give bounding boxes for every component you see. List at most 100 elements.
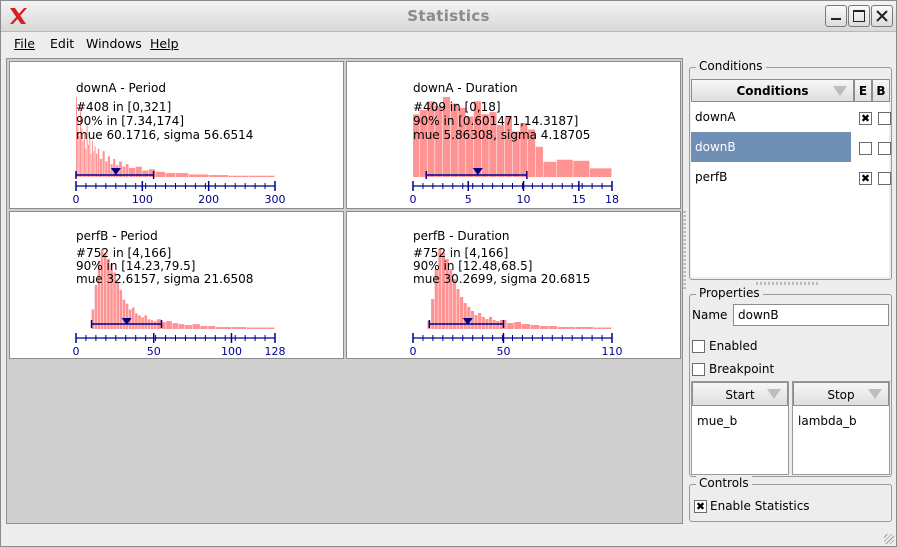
menu-windows[interactable]: Windows	[86, 36, 142, 51]
panel-title: perfB - Period	[76, 229, 158, 243]
histogram-bar	[520, 122, 528, 177]
histogram-chart: 0 5 10 15 18	[410, 97, 619, 206]
condition-row-perfb[interactable]: perfB	[695, 170, 728, 184]
condition-downb-b-checkbox[interactable]	[878, 142, 891, 155]
histogram-bar	[94, 146, 96, 177]
histogram-bar	[188, 174, 209, 177]
stop-column-header[interactable]: Stop	[793, 382, 889, 406]
minimize-button[interactable]	[825, 5, 847, 27]
splitter-handle-horizontal[interactable]	[756, 282, 818, 285]
maximize-icon	[853, 10, 865, 22]
panel-title: downA - Period	[76, 81, 166, 95]
histogram-bar	[97, 260, 101, 329]
window-title: Statistics	[407, 7, 490, 25]
splitter-handle[interactable]	[683, 211, 686, 291]
histogram-panel-downa-duration[interactable]: 0 5 10 15 18 downA - Duration #409 in [0,18]…	[346, 61, 681, 209]
histogram-bar	[113, 272, 116, 329]
histogram-bar	[125, 303, 129, 329]
start-list[interactable]: Start mue_b	[691, 381, 789, 475]
start-column-header[interactable]: Start	[692, 382, 788, 406]
title-bar[interactable]: Statistics	[1, 1, 896, 32]
condition-row-downa[interactable]: downA	[695, 110, 736, 124]
histogram-bar	[97, 148, 100, 177]
histogram-panel-perfb-duration[interactable]: 0 50 110 perfB - Duration #752 in [4,166] …	[346, 211, 681, 359]
histogram-bar	[530, 325, 540, 329]
histogram-bar	[131, 307, 135, 329]
histogram-bar	[504, 116, 512, 177]
histogram-bar	[535, 146, 543, 177]
start-value[interactable]: mue_b	[697, 414, 738, 428]
histogram-bar	[94, 285, 98, 329]
x-tick-label: 0	[410, 193, 417, 206]
condition-perfb-e-checkbox[interactable]: ✖	[859, 172, 872, 185]
condition-row-downb[interactable]: downB	[691, 132, 851, 162]
enable-statistics-checkbox[interactable]: ✖	[694, 500, 707, 513]
histogram-bar	[489, 112, 497, 177]
column-header-b[interactable]: B	[872, 79, 890, 102]
stop-value[interactable]: lambda_b	[798, 414, 857, 428]
histogram-bar	[125, 164, 129, 177]
histogram-bar	[153, 321, 157, 329]
maximize-button[interactable]	[848, 5, 870, 27]
stop-list[interactable]: Stop lambda_b	[792, 381, 890, 475]
histogram-bar	[99, 158, 103, 177]
histogram-bar	[456, 289, 460, 329]
histogram-bar	[458, 107, 466, 177]
x-tick-label: 100	[132, 193, 153, 206]
conditions-group-label: Conditions	[696, 59, 766, 73]
x-tick-label: 200	[198, 193, 219, 206]
histogram-bar	[103, 252, 107, 329]
histogram-bar	[148, 169, 156, 177]
histogram-bar	[172, 323, 179, 329]
resize-grip-icon[interactable]	[884, 534, 894, 544]
sort-arrow-icon	[868, 389, 882, 399]
histogram-bar	[442, 97, 451, 177]
histogram-bar	[543, 161, 557, 177]
histogram-bar	[165, 173, 175, 177]
condition-perfb-b-checkbox[interactable]	[878, 172, 891, 185]
histogram-bar	[83, 133, 85, 177]
condition-downa-b-checkbox[interactable]	[878, 112, 891, 125]
histogram-bar	[200, 326, 208, 329]
histogram-bar	[91, 140, 93, 177]
histogram-chart: 0 50 100 128	[73, 249, 286, 358]
conditions-column-header[interactable]: Conditions	[691, 79, 854, 102]
menu-file[interactable]: File	[14, 36, 35, 51]
histogram-bar	[76, 97, 77, 177]
breakpoint-checkbox[interactable]	[692, 363, 705, 376]
app-logo-icon	[10, 8, 27, 24]
close-button[interactable]	[871, 5, 893, 27]
x-tick-label: 300	[265, 193, 286, 206]
panel-range90: 90% in [12.48,68.5]	[413, 259, 533, 273]
histogram-bar	[449, 269, 453, 329]
mean-marker	[462, 318, 473, 325]
histogram-bar	[573, 160, 590, 177]
condition-downb-e-checkbox[interactable]	[859, 142, 872, 155]
histogram-bar	[589, 168, 612, 177]
histogram-bar	[497, 125, 505, 177]
menu-help[interactable]: Help	[150, 36, 179, 51]
histogram-bar	[110, 164, 113, 177]
enabled-checkbox[interactable]	[692, 340, 705, 353]
column-header-e[interactable]: E	[854, 79, 872, 102]
name-field[interactable]: downB	[733, 304, 889, 326]
histogram-bar	[77, 118, 79, 177]
condition-downa-e-checkbox[interactable]: ✖	[859, 112, 872, 125]
histogram-bar	[215, 327, 231, 329]
histogram-bar	[473, 101, 482, 177]
histogram-bar	[427, 101, 435, 177]
panel-count: #752 in [4,166]	[76, 246, 172, 260]
histogram-bar	[161, 322, 166, 329]
histogram-bar	[119, 161, 122, 177]
histogram-bar	[78, 135, 80, 177]
histogram-bar	[135, 166, 142, 177]
menu-edit[interactable]: Edit	[50, 36, 75, 51]
histogram-panel-perfb-period[interactable]: 0 50 100 128 perfB - Period #752 in [4,166]…	[9, 211, 344, 359]
histogram-bar	[557, 327, 576, 329]
histogram-panel-downa-period[interactable]: 0 100 200 300 downA - Period #408 in [0,321…	[9, 61, 344, 209]
minimize-icon	[831, 18, 841, 20]
histogram-bar	[102, 151, 105, 177]
histogram-bar	[248, 175, 275, 177]
sort-arrow-icon	[833, 86, 847, 96]
